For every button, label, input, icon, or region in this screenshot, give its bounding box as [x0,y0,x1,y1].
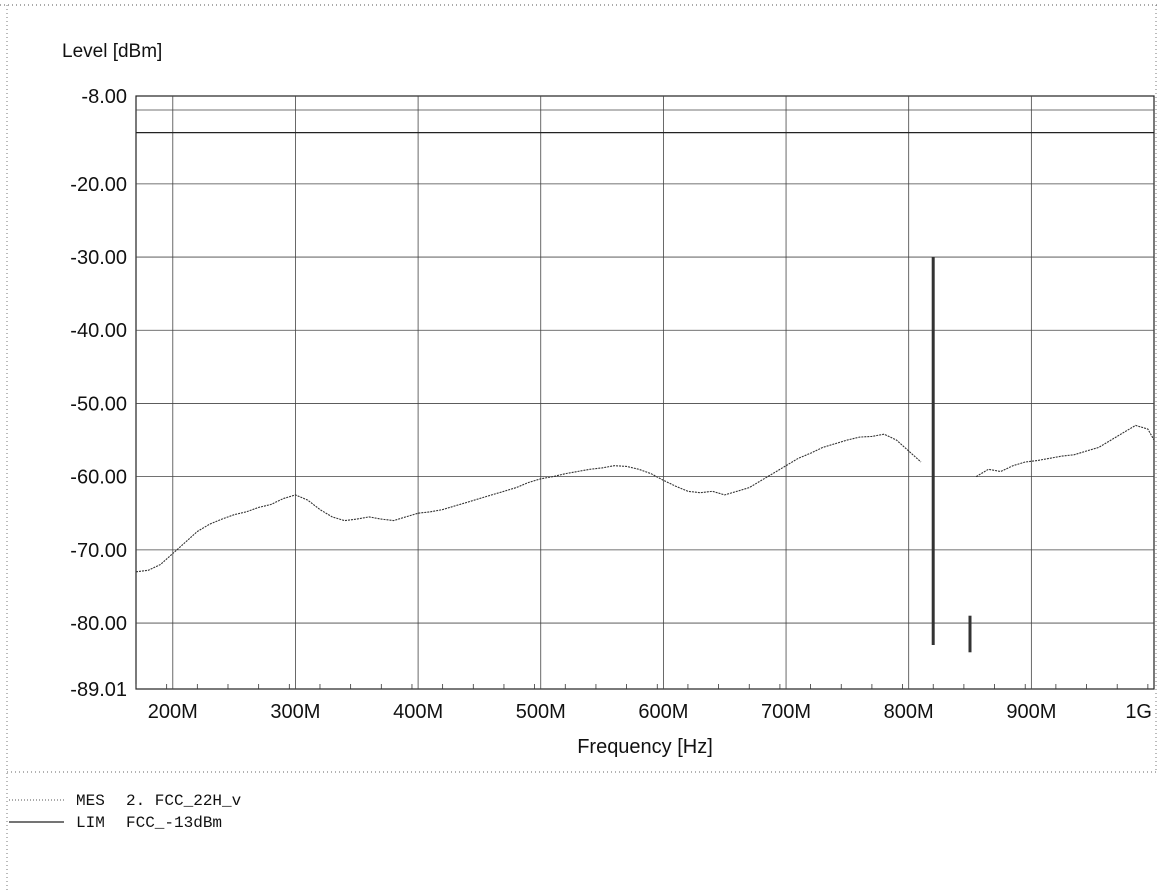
y-tick-label: -40.00 [70,320,127,342]
plot-border [135,95,1155,690]
y-tick-label: -89.01 [70,679,127,701]
x-tick-label: 700M [761,701,811,723]
y-tick-label: -50.00 [70,393,127,415]
y-axis-label: Level [dBm] [62,41,162,62]
x-tick-label: 600M [638,701,688,723]
legend-prefix-lim: LIM [76,814,105,832]
y-tick-label: -30.00 [70,247,127,269]
series-layer [135,131,1155,653]
grid-lines [135,96,1154,689]
plot-area: -8.00 -20.00 -30.00 -40.00 -50.00 -60.00 -70.0… [70,86,1155,723]
x-tick-label: 800M [884,701,934,723]
y-tick-label: -8.00 [81,86,127,108]
legend-prefix-mes: MES [76,792,105,810]
y-tick-label: -80.00 [70,613,127,635]
x-tick-label: 500M [516,701,566,723]
series-line-mes-segment-3 [975,424,1155,478]
x-tick-labels: 200M 300M 400M 500M 600M 700M 800M 900M 1G [148,701,1152,723]
y-tick-label: -70.00 [70,540,127,562]
legend-label-lim: FCC_-13dBm [126,814,222,832]
y-tick-label: -60.00 [70,467,127,489]
x-tick-label: 200M [148,701,198,723]
x-tick-label: 300M [270,701,320,723]
y-tick-label: -20.00 [70,174,127,196]
x-tick-label: 1G [1125,701,1152,723]
legend-entry-lim: LIM FCC_-13dBm [9,814,222,832]
y-tick-labels: -8.00 -20.00 -30.00 -40.00 -50.00 -60.00 -70.0… [70,86,127,701]
x-axis-label: Frequency [Hz] [577,736,713,758]
x-tick-label: 900M [1006,701,1056,723]
legend-entry-mes: MES 2. FCC_22H_v [9,792,242,810]
legend: MES 2. FCC_22H_v LIM FCC_-13dBm [9,792,242,832]
legend-label-mes: 2. FCC_22H_v [126,792,242,810]
x-tick-label: 400M [393,701,443,723]
series-line-mes-segment-0 [135,433,922,573]
